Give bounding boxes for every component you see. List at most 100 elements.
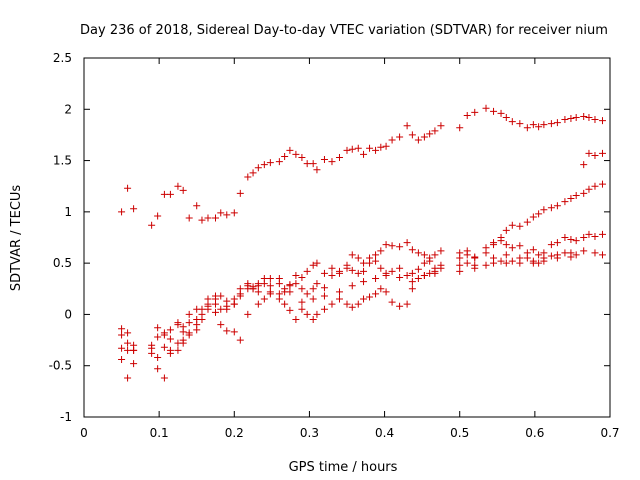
data-point: [360, 150, 368, 158]
data-point: [585, 149, 593, 157]
data-point: [118, 356, 126, 364]
data-point: [354, 269, 362, 277]
data-point: [471, 254, 479, 262]
data-point: [490, 241, 498, 249]
data-point: [529, 259, 537, 267]
data-point: [179, 339, 187, 347]
data-point: [553, 202, 561, 210]
data-point: [266, 282, 274, 290]
data-point: [598, 230, 606, 238]
data-point: [420, 259, 428, 267]
data-point: [260, 280, 268, 288]
data-point: [377, 247, 385, 255]
plot-frame: [83, 57, 611, 418]
data-point: [535, 251, 543, 259]
data-point: [236, 292, 244, 300]
data-point: [463, 111, 471, 119]
data-point: [414, 265, 422, 273]
data-point: [403, 271, 411, 279]
x-axis-label: GPS time / hours: [289, 460, 398, 475]
data-point: [598, 251, 606, 259]
data-point: [286, 288, 294, 296]
data-point: [508, 244, 516, 252]
data-point: [420, 251, 428, 259]
data-point: [540, 121, 548, 129]
x-tick-label: 0.5: [450, 426, 469, 440]
data-point: [244, 173, 252, 181]
data-point: [185, 214, 193, 222]
data-point: [540, 257, 548, 265]
data-point: [130, 346, 138, 354]
data-point: [463, 259, 471, 267]
data-point: [281, 285, 289, 293]
data-point: [160, 190, 168, 198]
data-point: [561, 116, 569, 124]
data-point: [204, 214, 212, 222]
data-point: [437, 122, 445, 130]
data-point: [591, 182, 599, 190]
data-point: [124, 184, 132, 192]
data-point: [348, 282, 356, 290]
data-point: [382, 241, 390, 249]
data-point: [292, 280, 300, 288]
data-point: [343, 146, 351, 154]
data-point: [502, 251, 510, 259]
data-point: [502, 113, 510, 121]
data-point: [561, 249, 569, 257]
data-point: [198, 316, 206, 324]
data-point: [403, 239, 411, 247]
data-point: [567, 195, 575, 203]
data-point: [553, 119, 561, 127]
data-point: [174, 319, 182, 327]
data-point: [360, 259, 368, 267]
data-point: [497, 257, 505, 265]
data-point: [591, 116, 599, 124]
data-point: [320, 156, 328, 164]
data-point: [396, 302, 404, 310]
data-point: [124, 339, 132, 347]
data-point: [313, 310, 321, 318]
data-point: [166, 335, 174, 343]
data-point: [230, 209, 238, 217]
data-point: [254, 288, 262, 296]
data-point: [335, 295, 343, 303]
data-point: [456, 249, 464, 257]
data-point: [154, 212, 162, 220]
data-point: [372, 257, 380, 265]
data-point: [160, 329, 168, 337]
data-point: [166, 346, 174, 354]
data-point: [124, 329, 132, 337]
y-tick-label: 2.5: [53, 51, 72, 65]
data-point: [313, 166, 321, 174]
data-point: [335, 153, 343, 161]
y-tick-label: 1.5: [53, 154, 72, 168]
data-point: [217, 321, 225, 329]
data-point: [591, 151, 599, 159]
y-tick-label: 1: [64, 205, 72, 219]
x-tick-label: 0.1: [150, 426, 169, 440]
data-point: [547, 252, 555, 260]
data-point: [516, 222, 524, 230]
data-point: [266, 275, 274, 283]
data-point: [482, 244, 490, 252]
data-point: [185, 310, 193, 318]
data-point: [292, 150, 300, 158]
data-point: [193, 202, 201, 210]
data-point: [372, 275, 380, 283]
data-point: [547, 204, 555, 212]
data-point: [212, 292, 219, 300]
data-point: [408, 246, 416, 254]
data-point: [166, 190, 174, 198]
data-point: [414, 249, 422, 257]
data-point: [154, 354, 162, 362]
data-point: [580, 234, 588, 241]
data-point: [502, 241, 510, 249]
data-point: [254, 282, 262, 290]
data-point: [328, 264, 336, 272]
x-tick-label: 0.7: [600, 426, 619, 440]
data-point: [431, 127, 439, 135]
data-point: [260, 295, 268, 303]
data-point: [320, 284, 328, 292]
y-tick-label: -0.5: [49, 359, 72, 373]
data-point: [388, 242, 396, 250]
